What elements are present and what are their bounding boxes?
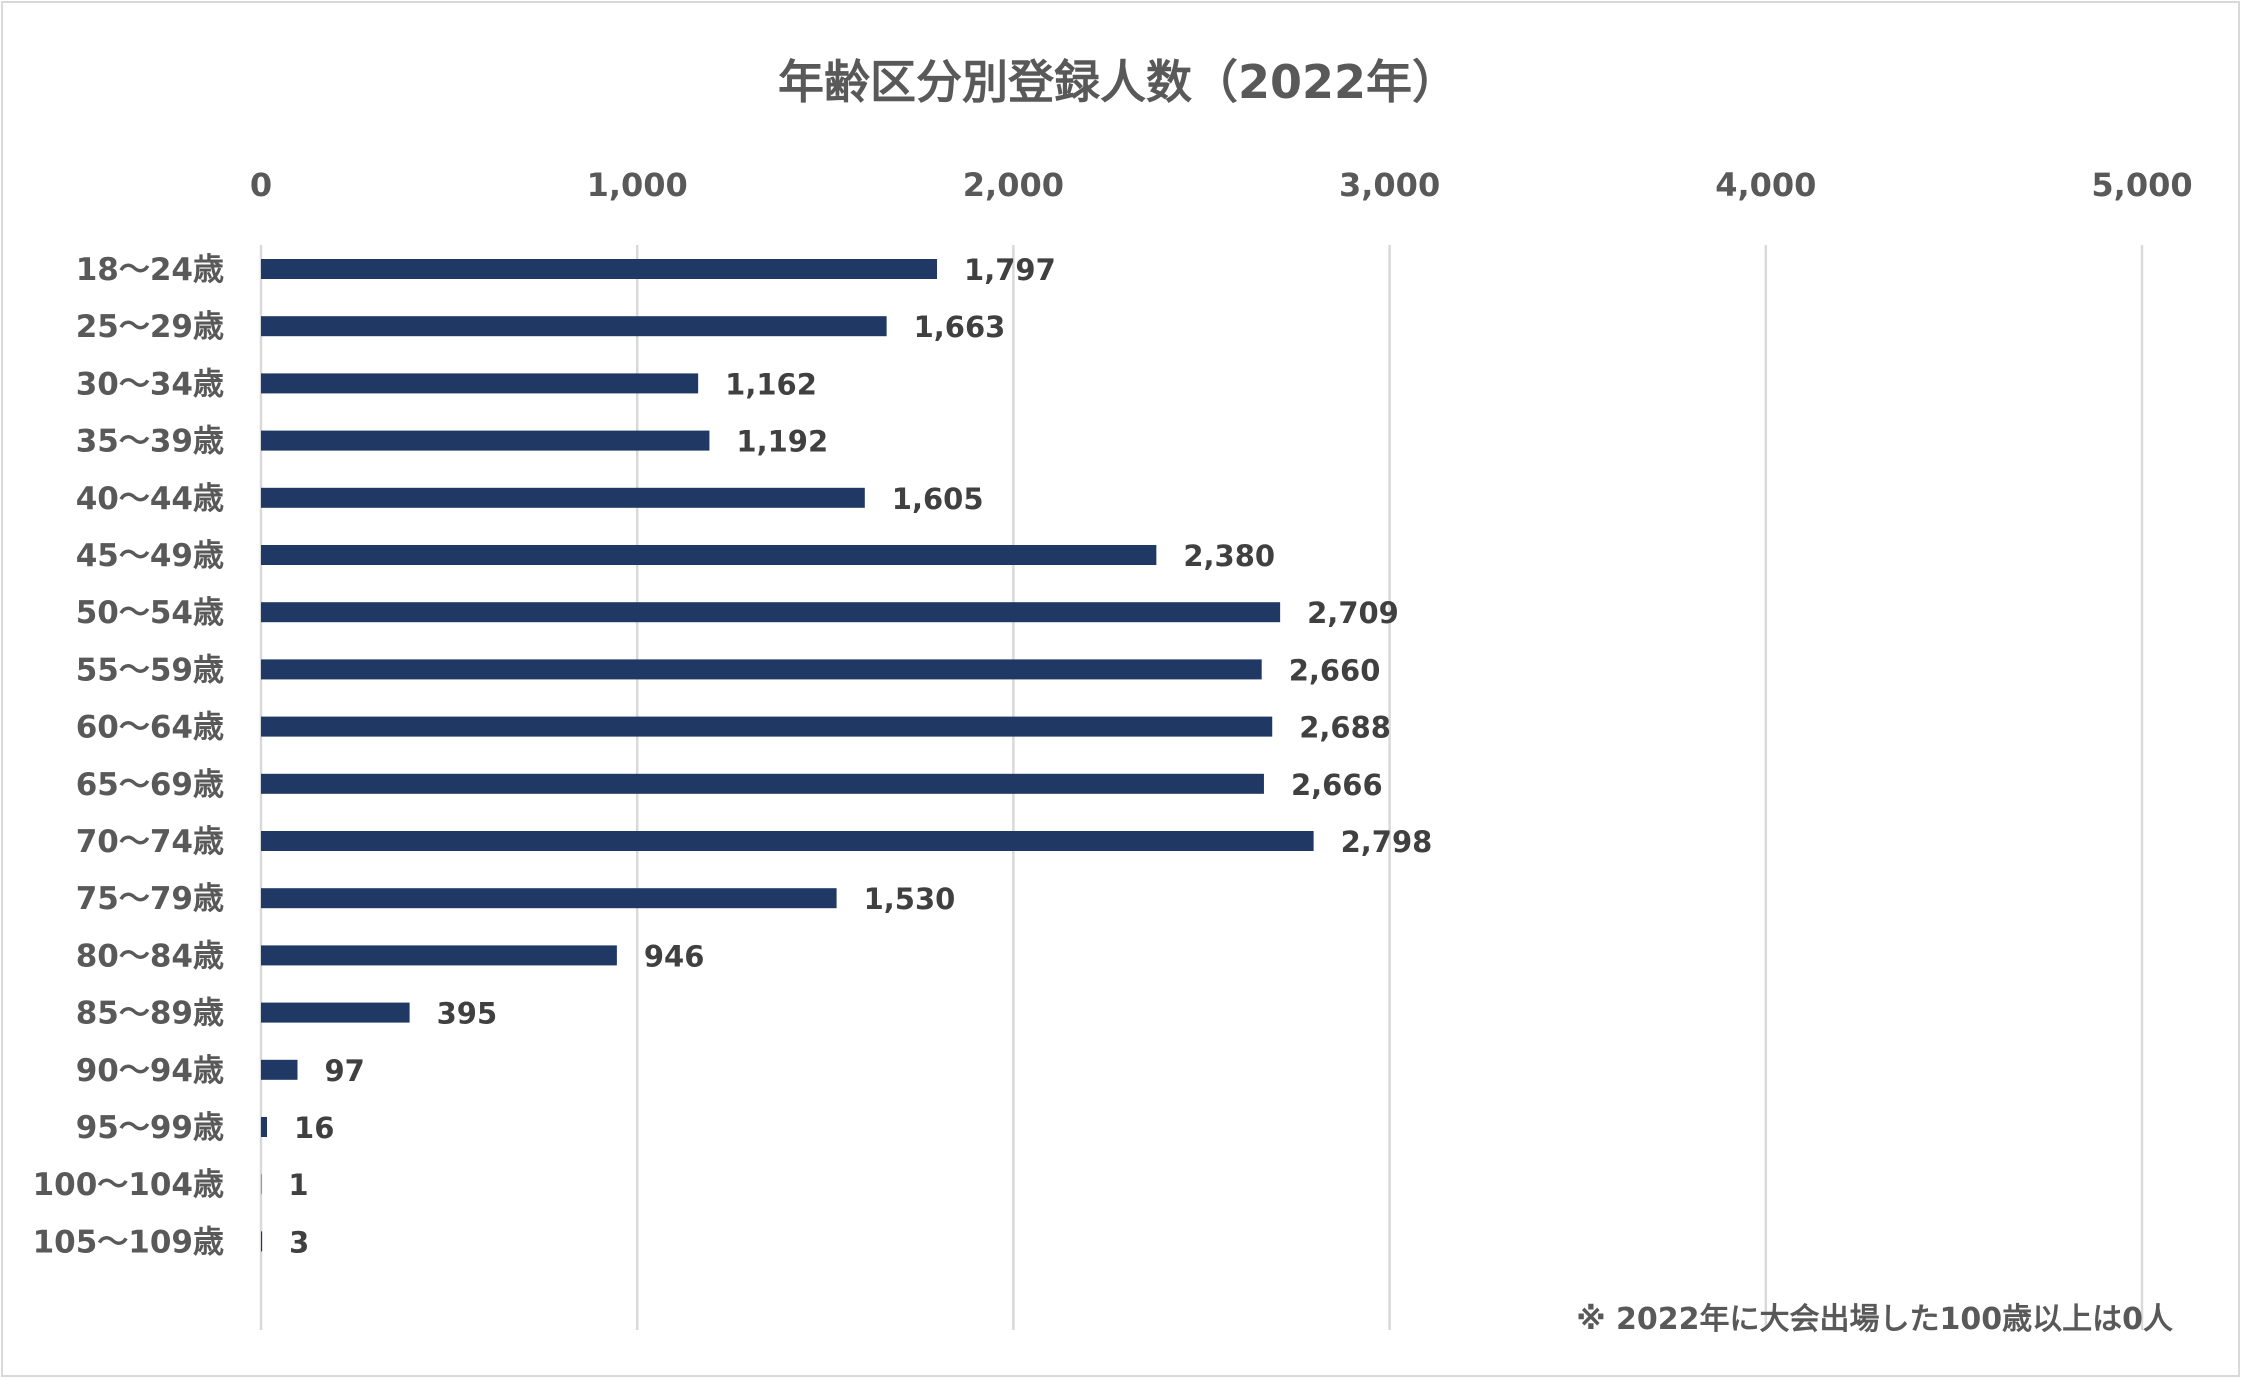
data-label: 1,797 [964, 253, 1056, 287]
bar [261, 602, 1281, 623]
data-label: 1,605 [892, 482, 984, 516]
y-tick-label: 55〜59歳 [76, 652, 224, 688]
x-tick-label: 0 [250, 166, 272, 204]
data-label: 395 [437, 997, 498, 1031]
bar [261, 1231, 263, 1252]
bar [261, 659, 1262, 680]
y-tick-label: 90〜94歳 [76, 1053, 224, 1089]
data-label: 1 [288, 1168, 308, 1202]
bar [261, 316, 887, 337]
data-label: 2,709 [1307, 596, 1399, 630]
x-axis-ticks: 0 1,000 2,000 3,000 4,000 5,000 [250, 166, 2193, 204]
y-tick-label: 30〜34歳 [76, 366, 224, 402]
data-label: 1,192 [736, 425, 828, 459]
bar [261, 1002, 410, 1023]
data-label: 2,798 [1341, 825, 1433, 859]
y-tick-label: 40〜44歳 [76, 481, 224, 517]
y-tick-label: 105〜109歳 [33, 1224, 224, 1260]
data-label: 2,660 [1289, 653, 1381, 687]
data-label: 2,688 [1299, 711, 1391, 745]
bar [261, 888, 837, 909]
bar [261, 487, 865, 508]
x-tick-label: 3,000 [1339, 166, 1440, 204]
bar [261, 716, 1273, 737]
y-tick-label: 65〜69歳 [76, 767, 224, 803]
y-tick-label: 80〜84歳 [76, 938, 224, 974]
y-tick-label: 70〜74歳 [76, 824, 224, 860]
y-tick-label: 100〜104歳 [33, 1167, 224, 1203]
y-tick-label: 75〜79歳 [76, 881, 224, 917]
data-label: 946 [644, 939, 705, 973]
y-tick-label: 25〜29歳 [76, 309, 224, 345]
bar [261, 831, 1314, 851]
x-tick-label: 4,000 [1715, 166, 1816, 204]
bar [261, 1059, 298, 1080]
bar [261, 545, 1157, 565]
bar [261, 773, 1264, 794]
bar [261, 945, 617, 966]
data-label: 2,666 [1291, 768, 1383, 802]
y-axis-labels: 18〜24歳 25〜29歳 30〜34歳 35〜39歳 40〜44歳 45〜49歳 50〜5… [33, 252, 224, 1260]
bar [261, 430, 710, 451]
bar [261, 373, 699, 394]
data-label: 2,380 [1183, 539, 1275, 573]
data-label: 1,162 [725, 367, 817, 401]
bar [261, 259, 938, 279]
y-tick-label: 35〜39歳 [76, 424, 224, 460]
y-tick-label: 45〜49歳 [76, 538, 224, 574]
y-tick-label: 50〜54歳 [76, 595, 224, 631]
bar [261, 1117, 268, 1137]
x-tick-label: 2,000 [963, 166, 1064, 204]
y-tick-label: 18〜24歳 [76, 252, 224, 288]
x-tick-label: 5,000 [2091, 166, 2192, 204]
x-tick-label: 1,000 [587, 166, 688, 204]
data-label: 3 [289, 1225, 309, 1259]
chart-title: 年齢区分別登録人数（2022年） [778, 55, 1458, 109]
y-tick-label: 60〜64歳 [76, 710, 224, 746]
bars [261, 259, 1314, 1252]
data-label: 1,663 [914, 310, 1006, 344]
data-label: 1,530 [864, 882, 956, 916]
gridlines [259, 245, 2144, 1330]
y-tick-label: 85〜89歳 [76, 996, 224, 1032]
data-label: 97 [324, 1054, 364, 1088]
data-labels: 1,797 1,663 1,162 1,192 1,605 2,380 2,709 2,660… [288, 253, 1432, 1259]
footnote: ※ 2022年に大会出場した100歳以上は0人 [1576, 1302, 2173, 1337]
y-tick-label: 95〜99歳 [76, 1110, 224, 1146]
data-label: 16 [294, 1111, 334, 1145]
